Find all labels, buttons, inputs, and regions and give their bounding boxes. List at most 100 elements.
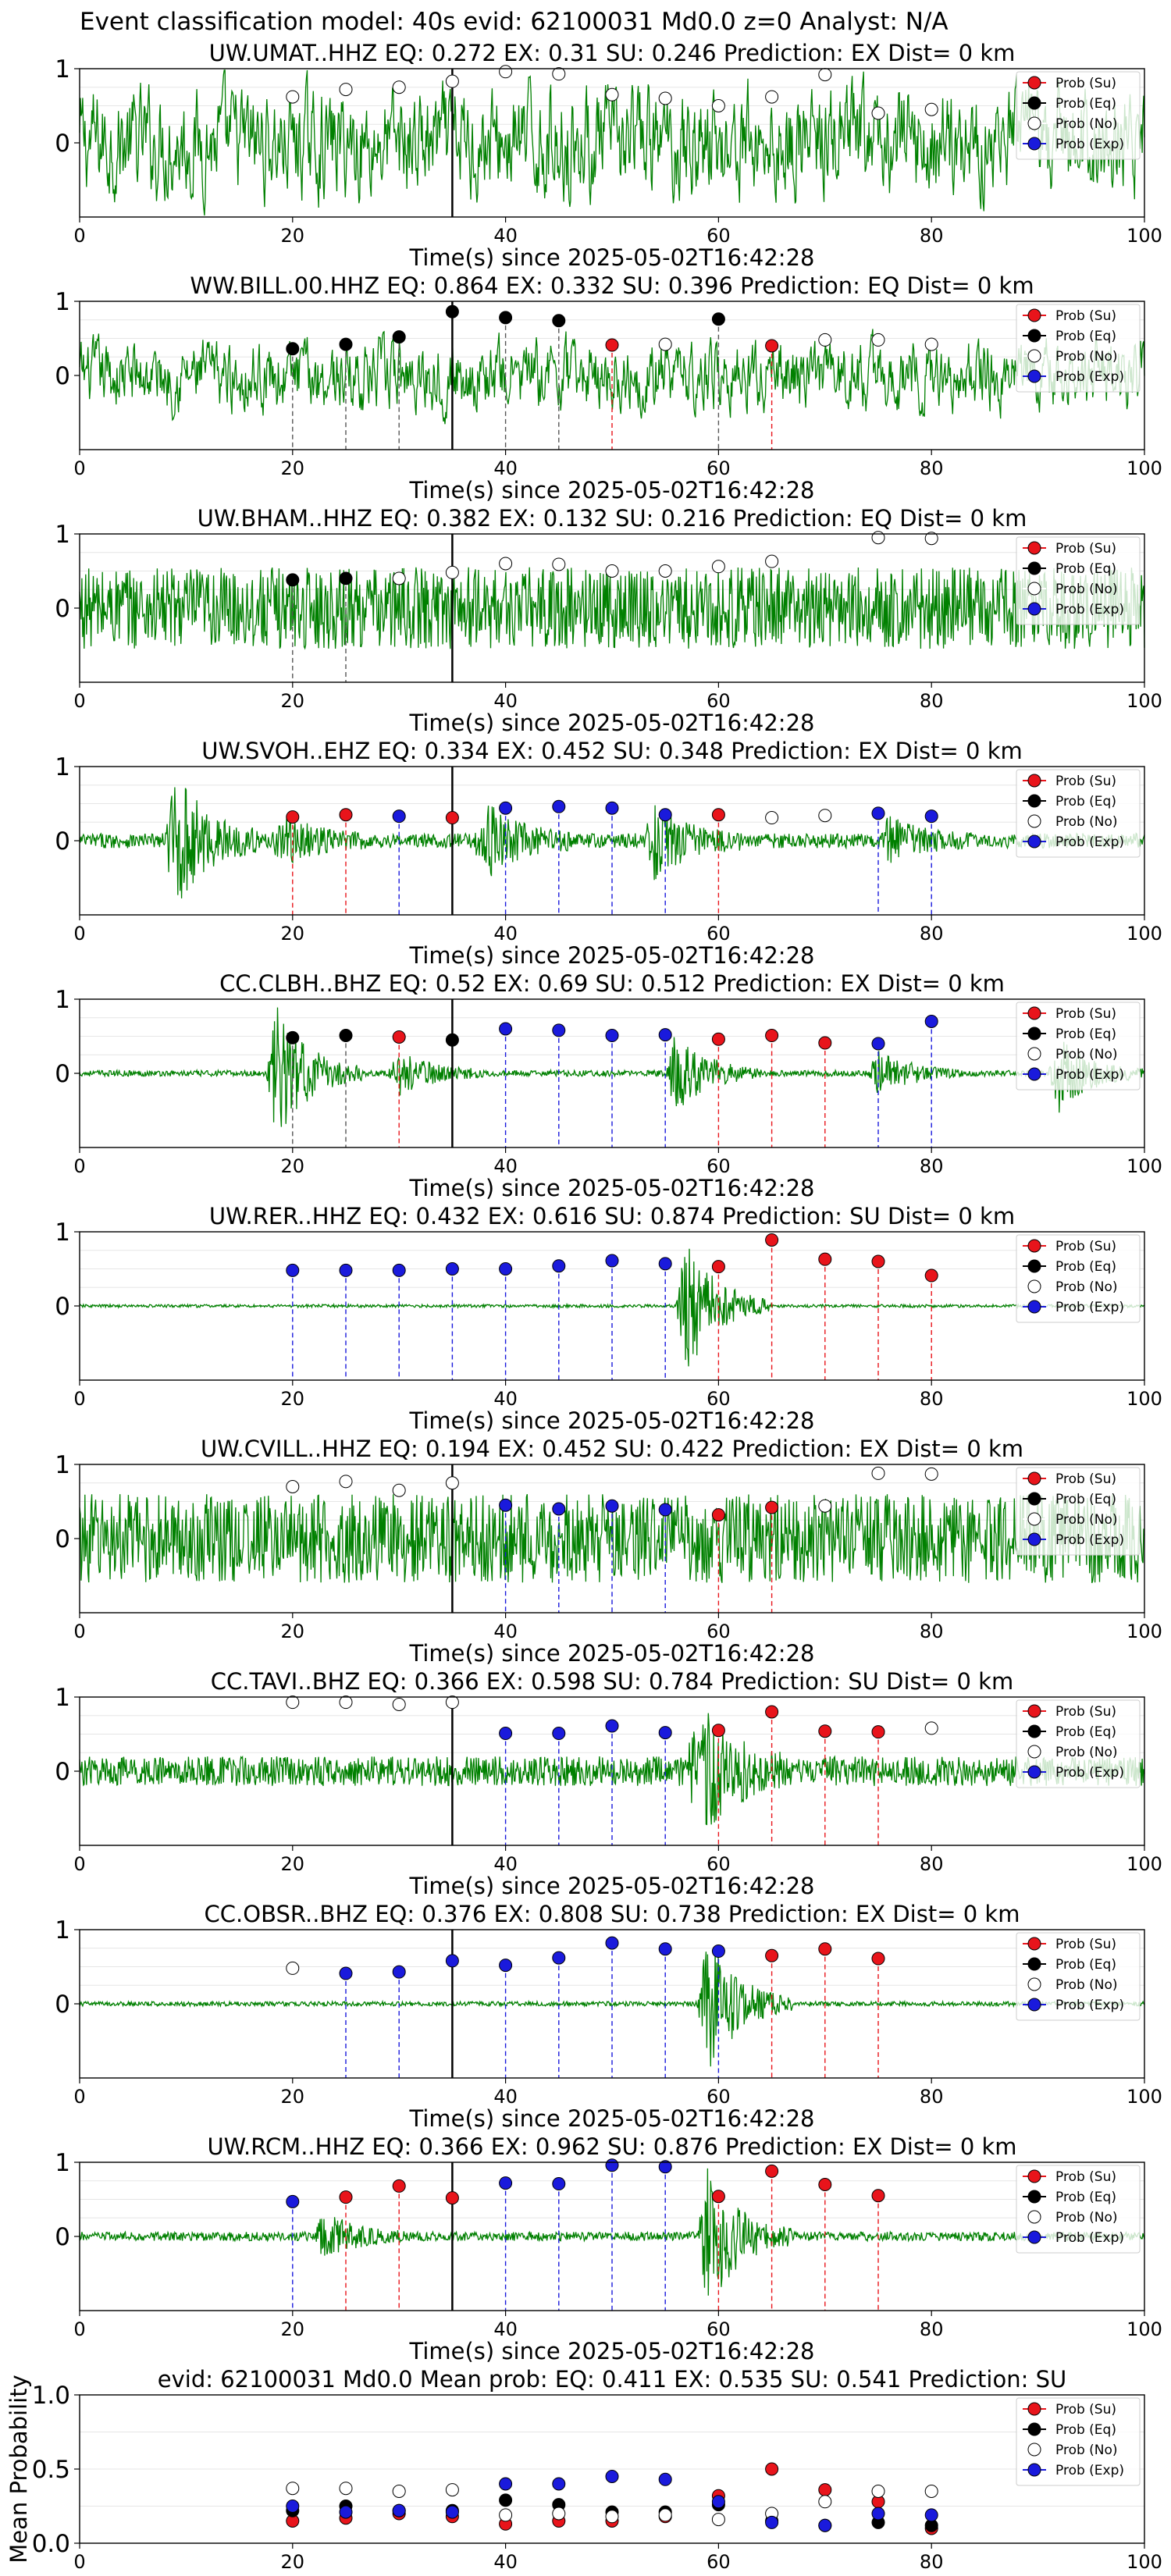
- x-tick-label: 80: [920, 457, 944, 479]
- prob-marker-su: [765, 339, 779, 353]
- prob-marker-exp: [499, 801, 513, 815]
- x-tick-label: 80: [920, 2551, 944, 2573]
- x-tick-label: 60: [707, 690, 731, 712]
- legend-marker: [1027, 1047, 1041, 1061]
- legend-label: Prob (No): [1055, 349, 1118, 365]
- legend-marker: [1027, 2402, 1041, 2416]
- legend-label: Prob (Exp): [1055, 2230, 1124, 2246]
- legend-box: [1016, 536, 1141, 625]
- prob-marker-no: [871, 106, 885, 120]
- x-tick-label: 0: [73, 1853, 85, 1875]
- mean-prob-marker-no: [286, 2482, 300, 2496]
- prob-marker-no: [658, 337, 672, 351]
- prob-marker-su: [818, 1252, 832, 1266]
- panel-title: UW.CVILL..HHZ EQ: 0.194 EX: 0.452 SU: 0.…: [201, 1436, 1023, 1462]
- y-tick-label: 1: [55, 753, 70, 781]
- legend-marker: [1027, 2422, 1041, 2436]
- legend-label: Prob (Eq): [1055, 1492, 1116, 1507]
- mean-prob-marker-su: [765, 2462, 779, 2476]
- legend-label: Prob (No): [1055, 814, 1118, 830]
- prob-marker-no: [924, 102, 938, 116]
- prob-marker-exp: [499, 1498, 513, 1512]
- x-axis-label: Time(s) since 2025-05-02T16:42:28: [409, 1407, 815, 1434]
- waveform-trace: [79, 1007, 1145, 1127]
- prob-marker-exp: [552, 1727, 566, 1741]
- legend-box: [1016, 1932, 1141, 2021]
- mean-prob-marker-exp: [392, 2503, 406, 2517]
- legend-marker: [1027, 541, 1041, 555]
- y-tick-label: 0: [55, 2223, 70, 2251]
- waveform-trace: [79, 329, 1145, 425]
- prob-marker-su: [711, 1724, 725, 1738]
- prob-marker-exp: [658, 1726, 672, 1740]
- prob-marker-no: [818, 1499, 832, 1513]
- panel-title: evid: 62100031 Md0.0 Mean prob: EQ: 0.41…: [158, 2366, 1066, 2393]
- prob-marker-exp: [499, 1727, 513, 1741]
- prob-marker-exp: [871, 1037, 885, 1051]
- x-tick-label: 60: [707, 2086, 731, 2108]
- x-tick-label: 80: [920, 2086, 944, 2108]
- prob-marker-no: [818, 809, 832, 823]
- legend-label: Prob (Eq): [1055, 1724, 1116, 1740]
- prob-marker-exp: [392, 1965, 406, 1979]
- x-tick-label: 100: [1127, 2551, 1162, 2573]
- x-tick-label: 20: [281, 2551, 305, 2573]
- legend-label: Prob (No): [1055, 116, 1118, 132]
- prob-marker-no: [871, 531, 885, 545]
- mean-prob-marker-no: [658, 2508, 672, 2522]
- legend-label: Prob (No): [1055, 1279, 1118, 1295]
- prob-marker-su: [765, 1948, 779, 1962]
- x-tick-label: 40: [493, 1388, 518, 1410]
- prob-marker-no: [605, 564, 619, 578]
- prob-marker-exp: [924, 1015, 938, 1028]
- legend-box: [1016, 1467, 1141, 1556]
- mean-prob-marker-no: [924, 2485, 938, 2498]
- prob-marker-exp: [605, 1499, 619, 1513]
- mean-prob-marker-exp: [286, 2500, 300, 2513]
- legend-box: [1016, 1699, 1141, 1788]
- mean-prob-marker-exp: [445, 2505, 459, 2519]
- y-tick-label: 0: [55, 1293, 70, 1321]
- legend-label: Prob (Su): [1055, 76, 1116, 91]
- prob-marker-exp: [445, 1954, 459, 1968]
- prob-marker-su: [286, 810, 300, 824]
- x-axis-label: Time(s) since 2025-05-02T16:42:28: [409, 942, 815, 969]
- x-tick-label: 40: [493, 690, 518, 712]
- legend-marker: [1027, 116, 1041, 130]
- legend-label: Prob (Su): [1055, 2402, 1116, 2418]
- legend-marker: [1027, 2210, 1041, 2224]
- legend-marker: [1027, 137, 1041, 151]
- legend-marker: [1027, 96, 1041, 110]
- prob-marker-su: [818, 1036, 832, 1050]
- legend-label: Prob (Eq): [1055, 329, 1116, 344]
- x-axis-label: Time(s) since 2025-05-02T16:42:28: [409, 1175, 815, 1201]
- prob-marker-no: [339, 1695, 353, 1710]
- y-tick-label: 1: [55, 288, 70, 316]
- legend-label: Prob (Su): [1055, 308, 1116, 324]
- panel-8: CC.OBSR..BHZ EQ: 0.376 EX: 0.808 SU: 0.7…: [55, 1901, 1162, 2132]
- prob-marker-eq: [286, 1030, 300, 1044]
- x-tick-label: 80: [920, 1853, 944, 1875]
- prob-marker-no: [339, 83, 353, 97]
- legend-marker: [1027, 1259, 1041, 1273]
- prob-marker-su: [711, 1260, 725, 1274]
- prob-marker-no: [658, 564, 672, 578]
- legend-box: [1016, 1234, 1141, 1323]
- prob-marker-exp: [658, 808, 672, 822]
- legend-label: Prob (Exp): [1055, 602, 1124, 617]
- x-tick-label: 0: [73, 457, 85, 479]
- x-tick-label: 40: [493, 1853, 518, 1875]
- legend-label: Prob (Eq): [1055, 1957, 1116, 1973]
- x-tick-label: 20: [281, 457, 305, 479]
- prob-marker-no: [499, 557, 513, 571]
- x-tick-label: 40: [493, 2086, 518, 2108]
- legend-label: Prob (Exp): [1055, 1998, 1124, 2013]
- legend-label: Prob (Exp): [1055, 2463, 1124, 2478]
- mean-prob-marker-no: [392, 2485, 406, 2498]
- x-tick-label: 100: [1127, 690, 1162, 712]
- legend-marker: [1027, 1006, 1041, 1020]
- legend-marker: [1027, 1067, 1041, 1081]
- prob-marker-no: [765, 90, 779, 104]
- prob-marker-exp: [658, 1257, 672, 1271]
